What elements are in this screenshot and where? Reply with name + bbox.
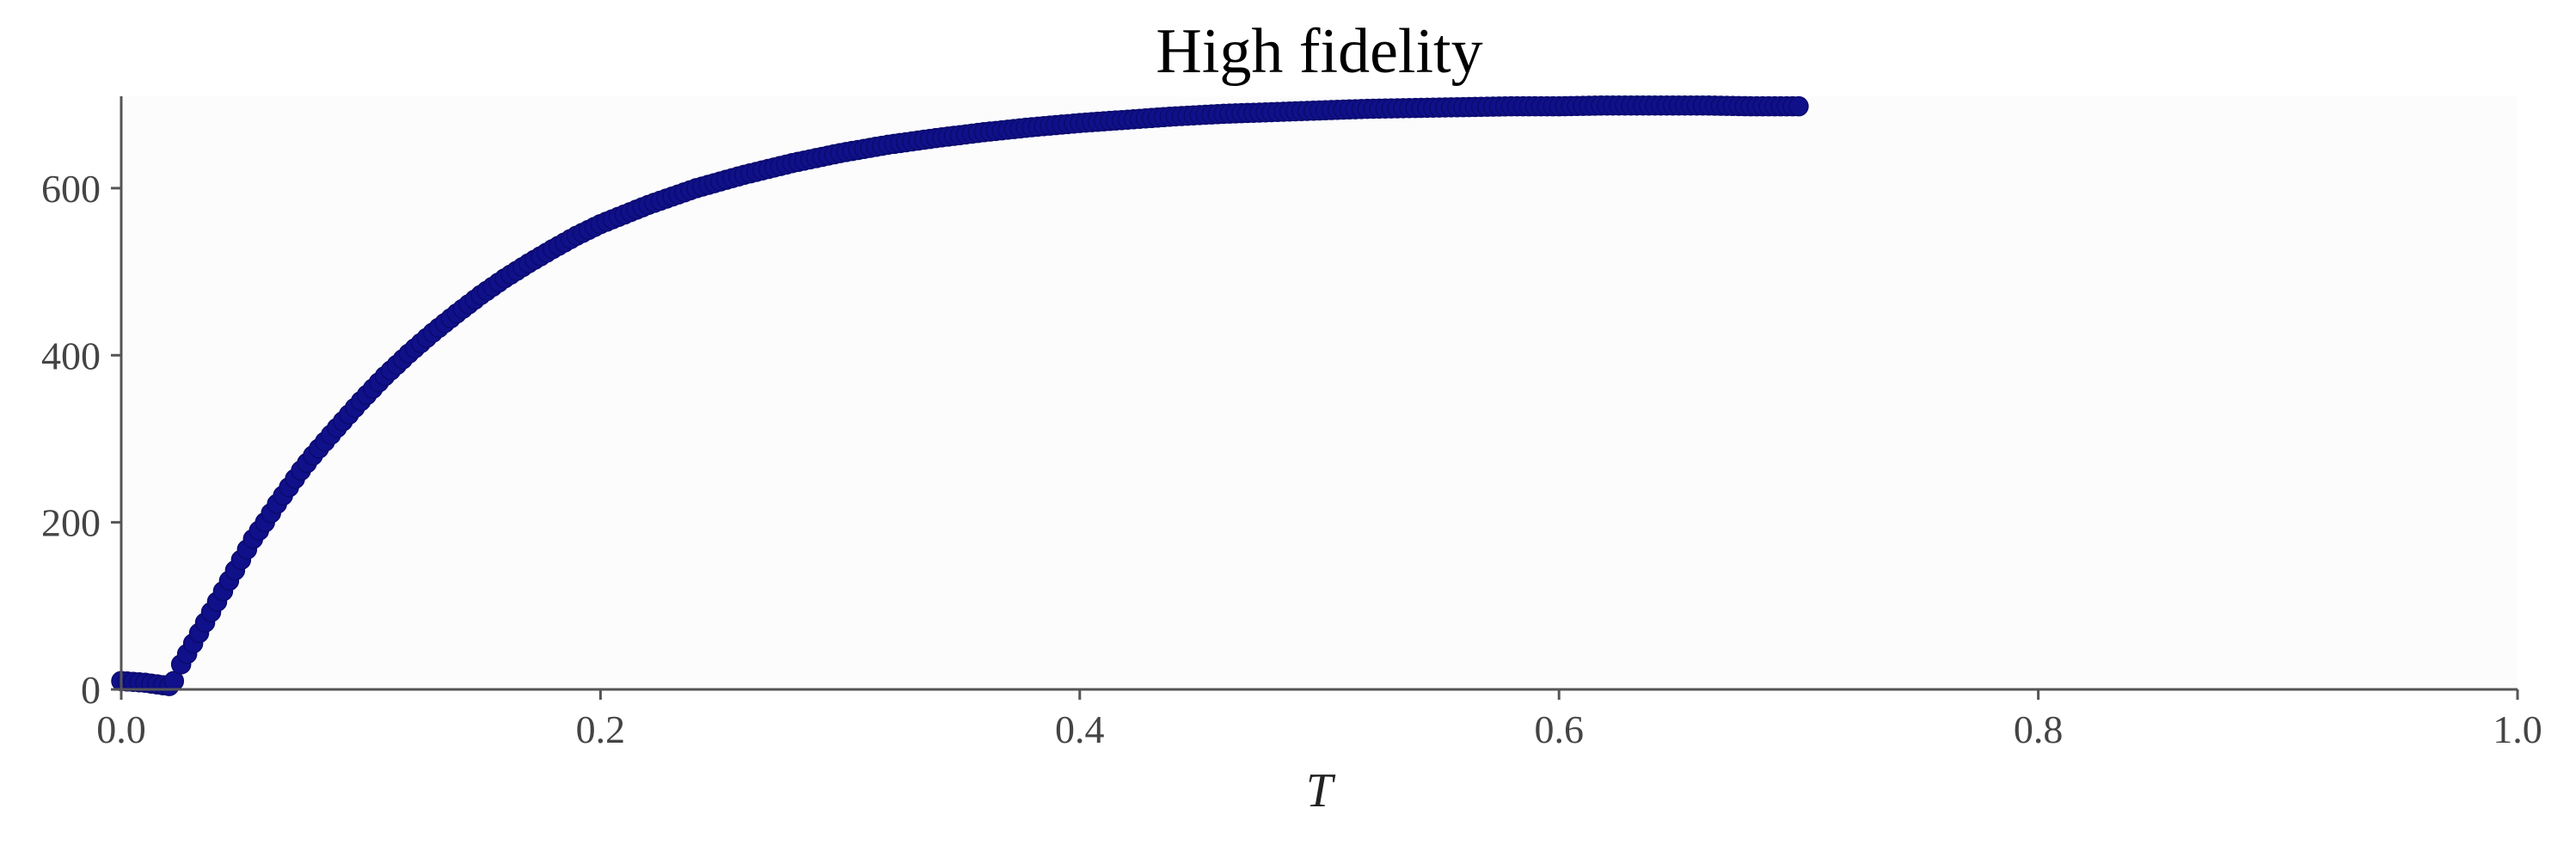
data-point bbox=[163, 670, 185, 692]
x-axis-label: T bbox=[1306, 764, 1336, 817]
x-tick-label: 1.0 bbox=[2493, 707, 2542, 751]
y-ticks: 0 200 400 600 bbox=[41, 167, 121, 712]
plot-area bbox=[121, 96, 2518, 689]
x-tick-label: 0.6 bbox=[1534, 707, 1584, 751]
x-tick-label: 0.8 bbox=[2014, 707, 2064, 751]
y-tick-label: 400 bbox=[41, 334, 101, 377]
x-ticks: 0.0 0.2 0.4 0.6 0.8 1.0 bbox=[96, 689, 2542, 751]
chart-title: High fidelity bbox=[1156, 16, 1482, 87]
x-tick-label: 0.0 bbox=[96, 707, 146, 751]
y-tick-label: 200 bbox=[41, 501, 101, 545]
y-tick-label: 600 bbox=[41, 167, 101, 211]
y-tick-label: 0 bbox=[81, 668, 101, 712]
x-tick-label: 0.2 bbox=[576, 707, 626, 751]
data-point bbox=[1788, 95, 1809, 117]
x-tick-label: 0.4 bbox=[1055, 707, 1105, 751]
series-marks bbox=[111, 95, 1809, 696]
